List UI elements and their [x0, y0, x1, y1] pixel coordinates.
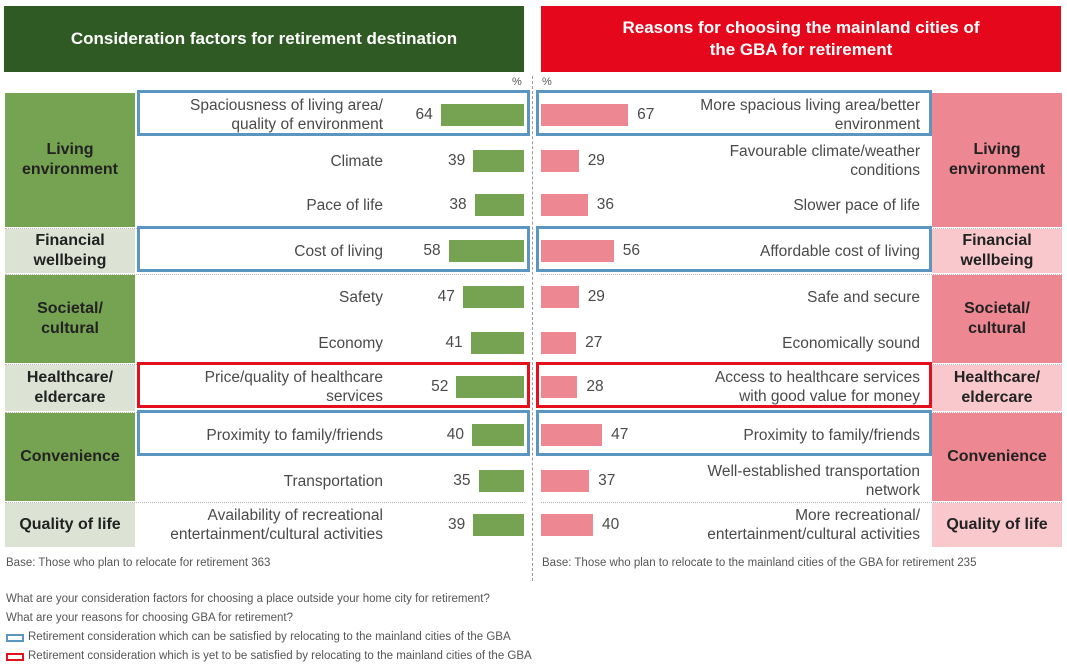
right-value-label: 28: [586, 378, 604, 395]
right-category-3: Healthcare/ eldercare: [932, 365, 1062, 411]
left-value-label: 39: [448, 152, 466, 169]
center-divider: [532, 76, 533, 581]
right-value-label: 56: [622, 242, 641, 259]
right-highlight-outline: [536, 410, 932, 456]
right-reason-label: Proximity to family/friends: [743, 426, 920, 444]
left-panel-title: Consideration factors for retirement des…: [4, 6, 524, 72]
right-group-separator: [541, 502, 1062, 503]
right-value-label: 67: [637, 106, 655, 123]
right-reason-label: Access to healthcare services with good …: [714, 369, 920, 405]
right-group-separator: [541, 274, 1062, 275]
left-category-5: Quality of life: [5, 503, 135, 547]
left-value-label: 35: [453, 472, 471, 489]
left-bar: [456, 376, 524, 398]
right-bar: [541, 514, 593, 536]
right-bar: [541, 424, 603, 446]
left-bar: [473, 514, 524, 536]
left-bar: [470, 332, 524, 354]
left-bar: [472, 424, 524, 446]
left-category-4: Convenience: [5, 413, 135, 501]
right-value-label: 47: [611, 426, 629, 443]
legend-unsatisfied-swatch: [6, 653, 24, 661]
right-reason-label: Slower pace of life: [793, 196, 920, 214]
left-group-separator: [5, 274, 525, 275]
question-2: What are your reasons for choosing GBA f…: [6, 612, 293, 624]
right-reason-label: Affordable cost of living: [760, 242, 920, 260]
right-reason-label: Well-established transportation network: [707, 463, 920, 499]
right-category-4: Convenience: [932, 413, 1062, 501]
right-highlight-outline: [536, 226, 932, 272]
right-bar: [541, 194, 588, 216]
right-base-note: Base: Those who plan to relocate to the …: [542, 557, 977, 569]
left-factor-label: Availability of recreational entertainme…: [170, 507, 383, 543]
legend-satisfied-label: Retirement consideration which can be sa…: [28, 631, 511, 643]
left-value-label: 41: [445, 334, 463, 351]
left-bar: [473, 150, 524, 172]
left-highlight-outline: [137, 410, 530, 456]
legend-unsatisfied-label: Retirement consideration which is yet to…: [28, 650, 532, 662]
right-highlight-outline: [536, 362, 932, 408]
right-value-label: 40: [602, 516, 620, 533]
left-factor-label: Transportation: [283, 472, 383, 490]
left-factor-label: Economy: [318, 334, 383, 352]
left-value-label: 39: [448, 516, 466, 533]
legend-satisfied-swatch: [6, 634, 24, 642]
right-bar: [541, 104, 629, 126]
left-bar: [462, 286, 524, 308]
right-category-1: Financial wellbeing: [932, 229, 1062, 273]
right-bar: [541, 286, 579, 308]
right-unit-label: %: [542, 76, 552, 88]
left-factor-label: Spaciousness of living area/ quality of …: [189, 97, 383, 133]
right-reason-label: More spacious living area/better environ…: [700, 97, 920, 133]
left-value-label: 64: [415, 106, 433, 123]
right-category-2: Societal/ cultural: [932, 275, 1062, 363]
left-bar: [448, 240, 524, 262]
right-category-0: Living environment: [932, 93, 1062, 227]
right-reason-label: Favourable climate/weather conditions: [729, 143, 920, 179]
left-value-label: 40: [446, 426, 464, 443]
left-unit-label: %: [512, 76, 522, 88]
right-value-label: 36: [596, 196, 615, 213]
left-group-separator: [5, 502, 525, 503]
left-bar: [474, 194, 524, 216]
right-reason-label: Safe and secure: [807, 288, 920, 306]
right-bar: [541, 332, 577, 354]
right-value-label: 29: [587, 288, 605, 305]
left-factor-label: Cost of living: [294, 242, 383, 260]
left-value-label: 58: [423, 242, 441, 259]
right-value-label: 27: [585, 334, 603, 351]
left-category-2: Societal/ cultural: [5, 275, 135, 363]
right-reason-label: More recreational/ entertainment/cultura…: [707, 507, 920, 543]
left-highlight-outline: [137, 362, 530, 408]
question-1: What are your consideration factors for …: [6, 593, 490, 605]
right-bar: [541, 150, 579, 172]
right-value-label: 29: [587, 152, 605, 169]
right-bar: [541, 470, 590, 492]
left-value-label: 47: [437, 288, 455, 305]
left-highlight-outline: [137, 90, 530, 136]
left-factor-label: Climate: [330, 152, 383, 170]
left-category-1: Financial wellbeing: [5, 229, 135, 273]
right-panel-title: Reasons for choosing the mainland cities…: [541, 6, 1061, 72]
left-factor-label: Price/quality of healthcare services: [204, 369, 383, 405]
left-factor-label: Proximity to family/friends: [206, 426, 383, 444]
left-value-label: 52: [431, 378, 449, 395]
right-bar: [541, 240, 614, 262]
left-value-label: 38: [449, 196, 467, 213]
left-base-note: Base: Those who plan to relocate for ret…: [6, 557, 271, 569]
left-bar: [440, 104, 524, 126]
left-category-3: Healthcare/ eldercare: [5, 365, 135, 411]
left-category-0: Living environment: [5, 93, 135, 227]
right-reason-label: Economically sound: [782, 334, 920, 352]
left-bar: [478, 470, 524, 492]
right-category-5: Quality of life: [932, 503, 1062, 547]
right-value-label: 37: [598, 472, 616, 489]
left-factor-label: Safety: [339, 288, 383, 306]
left-factor-label: Pace of life: [306, 196, 383, 214]
left-highlight-outline: [137, 226, 530, 272]
right-bar: [541, 376, 578, 398]
right-highlight-outline: [536, 90, 932, 136]
